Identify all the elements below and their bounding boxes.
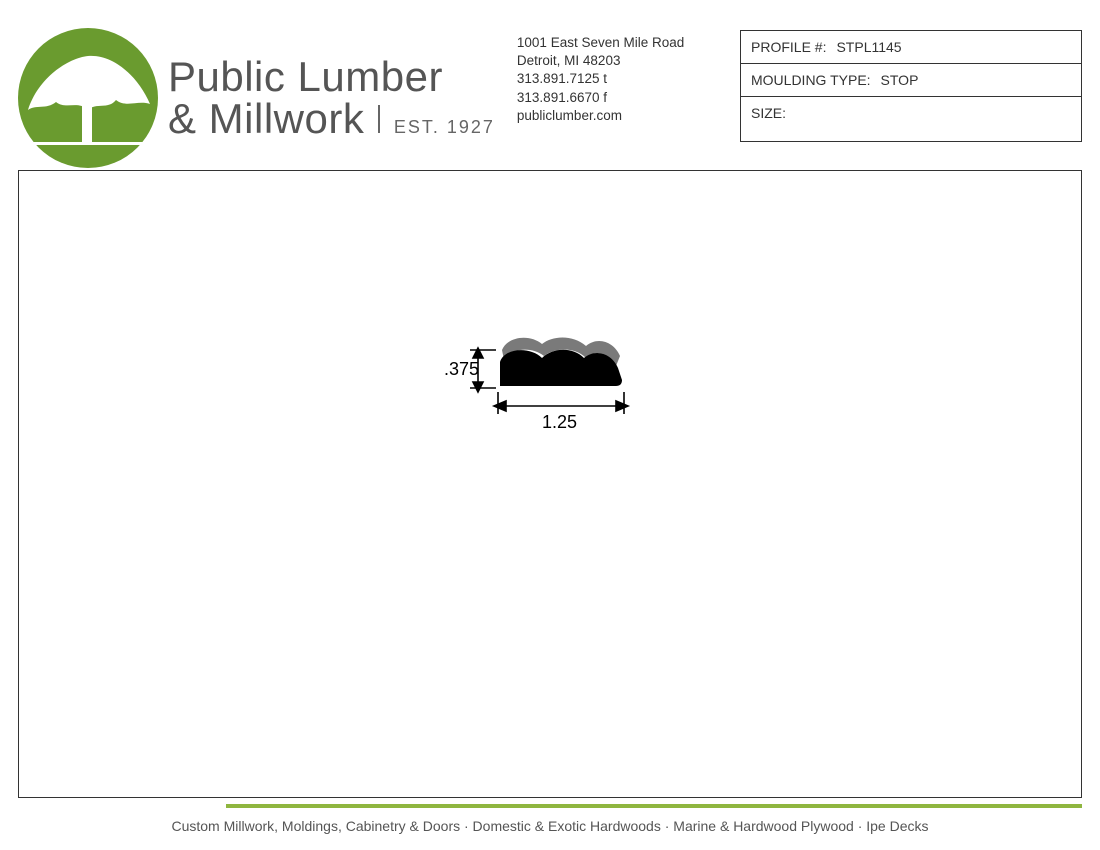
type-value: STOP: [881, 72, 919, 88]
contact-block: 1001 East Seven Mile Road Detroit, MI 48…: [517, 34, 684, 125]
company-name: Public Lumber & Millwork EST. 1927: [168, 56, 495, 140]
footer-text: Custom Millwork, Moldings, Cabinetry & D…: [0, 818, 1100, 834]
drawing-frame: .375 1.25: [18, 170, 1082, 798]
width-dim-label: 1.25: [542, 412, 577, 432]
website: publiclumber.com: [517, 107, 684, 125]
profile-number-row: PROFILE #: STPL1145: [741, 31, 1081, 64]
profile-value: STPL1145: [836, 39, 901, 55]
address-line2: Detroit, MI 48203: [517, 52, 684, 70]
telephone: 313.891.7125 t: [517, 70, 684, 88]
profile-front-face: [500, 349, 622, 385]
footer-rule: [226, 804, 1082, 808]
established-year: EST. 1927: [394, 118, 495, 136]
logo-block: Public Lumber & Millwork EST. 1927: [18, 28, 495, 168]
company-line2: & Millwork: [168, 98, 364, 140]
profile-label: PROFILE #:: [751, 39, 826, 55]
company-line1: Public Lumber: [168, 56, 495, 98]
address-line1: 1001 East Seven Mile Road: [517, 34, 684, 52]
width-dimension: [494, 392, 628, 414]
vertical-divider: [378, 105, 380, 133]
size-label: SIZE:: [751, 105, 786, 133]
height-dim-label: .375: [444, 359, 479, 379]
spec-info-box: PROFILE #: STPL1145 MOULDING TYPE: STOP …: [740, 30, 1082, 142]
header: Public Lumber & Millwork EST. 1927 1001 …: [0, 0, 1100, 168]
tree-logo-icon: [18, 28, 158, 168]
moulding-profile-drawing: .375 1.25: [430, 308, 670, 448]
type-label: MOULDING TYPE:: [751, 72, 871, 88]
size-row: SIZE:: [741, 97, 1081, 141]
fax: 313.891.6670 f: [517, 89, 684, 107]
moulding-type-row: MOULDING TYPE: STOP: [741, 64, 1081, 97]
